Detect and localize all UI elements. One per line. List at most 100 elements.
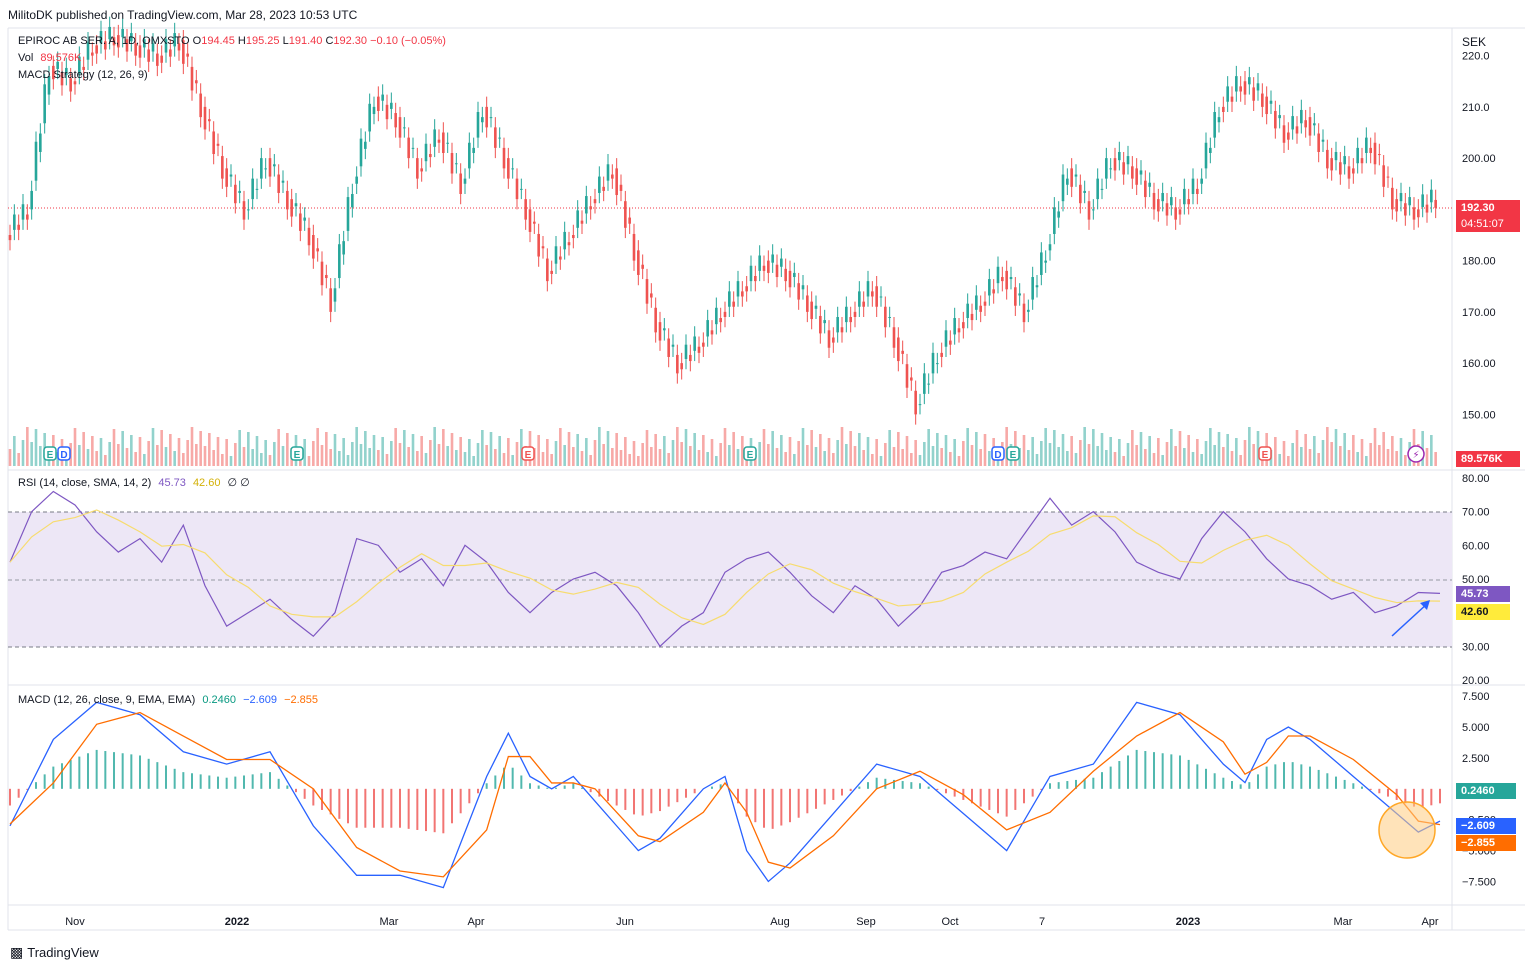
volume-bar (225, 439, 228, 466)
candle-body (537, 233, 540, 257)
volume-bar (611, 448, 614, 466)
earnings-markers[interactable]: E D E E E D E E ⚡ (43, 445, 1425, 463)
candle-body (1291, 116, 1294, 130)
volume-bar (1399, 438, 1403, 466)
macd-highlight-circle[interactable] (1378, 801, 1436, 859)
candle-body (931, 352, 935, 374)
volume-bar (901, 449, 904, 466)
volume-bar (307, 456, 311, 466)
candle-body (1074, 174, 1078, 177)
macd-histogram-bar (468, 788, 471, 804)
price-series (8, 16, 1437, 425)
macd-histogram-bar (633, 788, 635, 815)
candle-body (104, 41, 107, 50)
publish-info: MilitoDK published on TradingView.com, M… (8, 8, 358, 22)
candle-body (923, 373, 926, 394)
volume-bar (481, 430, 484, 466)
macd-histogram-bar (997, 788, 999, 814)
volume-bar (862, 450, 865, 466)
volume-bar (684, 429, 688, 466)
candle-body (151, 43, 155, 52)
volume-bar (676, 427, 679, 466)
candle-body (138, 45, 142, 58)
volume-bar (1425, 448, 1429, 466)
rsi-arrow[interactable] (1391, 602, 1429, 637)
candle-body (147, 49, 150, 62)
volume-bar (1291, 443, 1294, 466)
volume-bar (1178, 431, 1182, 466)
lightning-glyph: ⚡ (1412, 450, 1419, 461)
candle-body (814, 305, 818, 309)
macd-histogram-bar (901, 781, 904, 789)
volume-bar (940, 448, 943, 466)
candle-body (758, 255, 761, 271)
candle-body (303, 217, 306, 221)
macd-histogram-bar (927, 786, 930, 789)
volume-bar (853, 446, 857, 466)
volume-bar (715, 456, 718, 466)
volume-bar (541, 452, 545, 466)
candle-body (836, 317, 839, 333)
volume-legend: Vol 89.576K (18, 52, 81, 64)
macd-series (9, 701, 1441, 889)
candle-body (784, 268, 787, 282)
macd-histogram-bar (95, 749, 98, 789)
macd-histogram-bar (407, 788, 410, 829)
macd-histogram-bar (511, 767, 514, 789)
macd-histogram-bar (425, 788, 427, 832)
marker-box (991, 446, 1005, 461)
macd-histogram-bar (147, 758, 150, 789)
candle-body (442, 132, 445, 153)
macd-histogram-bar (1257, 774, 1259, 789)
candle-body (251, 178, 254, 200)
macd-histogram-bar (520, 775, 523, 789)
volume-bar (1040, 441, 1043, 466)
volume-bar (1239, 455, 1242, 466)
volume-bar (914, 440, 917, 466)
candle-body (1100, 188, 1104, 190)
marker-label: E (1010, 450, 1017, 461)
candle-body (1326, 149, 1329, 169)
macd-histogram-bar (139, 755, 141, 789)
candle-body (901, 350, 904, 354)
volume-bar (8, 449, 12, 466)
candle-body (121, 28, 124, 38)
macd-histogram-bar (1153, 752, 1155, 789)
marker-label: E (747, 450, 754, 461)
volume-bar (134, 452, 137, 466)
macd-histogram-bar (182, 772, 185, 789)
volume-bar (1087, 444, 1091, 466)
candle-body (1261, 93, 1264, 107)
candle-body (1412, 207, 1416, 220)
volume-bar (281, 446, 285, 466)
volume-bar (962, 441, 965, 466)
candle-body (1391, 187, 1394, 210)
volume-bar (1235, 438, 1238, 466)
macd-histogram-bar (529, 783, 531, 789)
candle-body (95, 45, 98, 54)
candle-body (86, 42, 90, 60)
candle-body (91, 52, 94, 56)
volume-bar (606, 431, 610, 466)
volume-bar (975, 432, 978, 466)
candle-body (507, 158, 510, 179)
volume-bar (871, 454, 874, 466)
candle-body (455, 163, 458, 165)
candle-body (1434, 199, 1437, 208)
candle-body (1282, 125, 1286, 143)
candle-body (13, 214, 16, 230)
volume-bar (216, 437, 220, 466)
macd-histogram-bar (1309, 766, 1311, 789)
candle-body (823, 320, 826, 324)
macd-histogram-bar (893, 779, 895, 789)
macd-histogram-bar (1040, 788, 1043, 790)
candle-body (203, 106, 207, 130)
macd-histogram-bar (1127, 755, 1129, 789)
candle-body (333, 288, 337, 302)
rsi-sma-badge: 42.60 (1456, 604, 1510, 620)
candle-body (1399, 192, 1403, 202)
candle-body (983, 301, 987, 306)
candle-body (1352, 168, 1355, 174)
macd-histogram-bar (225, 777, 228, 789)
